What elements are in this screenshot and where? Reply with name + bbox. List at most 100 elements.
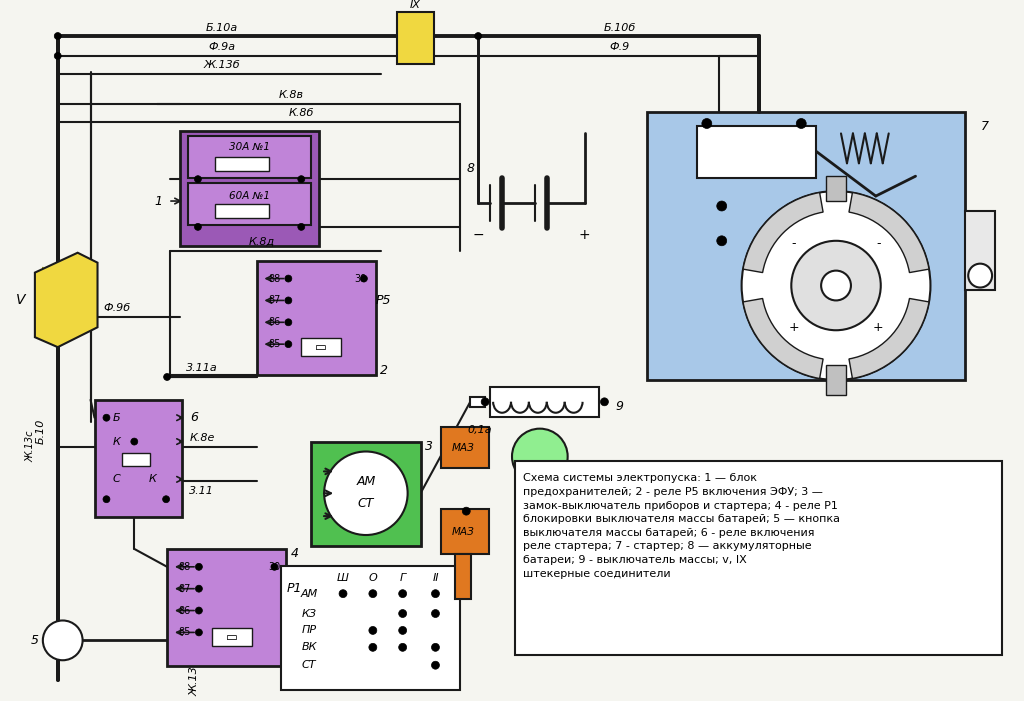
Bar [826, 365, 846, 395]
Circle shape [512, 428, 567, 484]
Text: 3: 3 [425, 440, 432, 453]
Text: Ф.9а: Ф.9а [208, 42, 236, 52]
Circle shape [196, 564, 203, 571]
Text: Б: Б [113, 413, 120, 423]
Circle shape [398, 610, 407, 618]
Circle shape [325, 451, 408, 535]
Wedge shape [743, 299, 823, 379]
Circle shape [701, 118, 712, 128]
Circle shape [195, 176, 202, 183]
Text: ▭: ▭ [226, 631, 238, 644]
Text: V: V [16, 294, 26, 308]
Text: +: + [579, 228, 591, 242]
Text: Ш: Ш [337, 573, 349, 583]
Bar [301, 338, 341, 356]
Text: Б.10а: Б.10а [206, 23, 238, 33]
Circle shape [369, 627, 377, 634]
Text: 85: 85 [179, 627, 191, 637]
Circle shape [43, 620, 83, 660]
Circle shape [195, 224, 202, 231]
Circle shape [717, 236, 727, 246]
Bar [122, 453, 151, 466]
Bar [470, 397, 485, 407]
Text: +: + [872, 321, 884, 334]
Text: 6: 6 [189, 411, 198, 424]
Circle shape [431, 644, 439, 651]
Text: АМ: АМ [356, 475, 376, 488]
Circle shape [54, 53, 61, 60]
Text: 60А №1: 60А №1 [229, 191, 270, 201]
Bar [282, 566, 461, 690]
Text: 7: 7 [981, 120, 989, 133]
Text: МАЗ: МАЗ [452, 527, 475, 537]
Text: IX: IX [411, 0, 421, 11]
Text: −: − [472, 228, 484, 242]
Circle shape [298, 176, 305, 183]
Text: СТ: СТ [302, 660, 316, 670]
Text: 88: 88 [179, 562, 191, 572]
Circle shape [360, 275, 368, 282]
Circle shape [54, 32, 61, 39]
Circle shape [717, 201, 727, 211]
Circle shape [431, 590, 439, 598]
Polygon shape [35, 253, 97, 347]
Text: 85: 85 [268, 339, 281, 349]
Circle shape [398, 627, 407, 634]
Circle shape [196, 629, 203, 636]
Bar [215, 204, 269, 218]
Text: -: - [792, 237, 796, 250]
Circle shape [164, 374, 171, 381]
Bar [441, 427, 489, 468]
Text: КЗ: КЗ [302, 608, 316, 618]
Text: К.8е: К.8е [189, 433, 215, 442]
Text: Б.10: Б.10 [36, 419, 46, 444]
Circle shape [285, 341, 292, 348]
Text: К: К [113, 437, 121, 447]
Circle shape [285, 275, 292, 282]
Circle shape [103, 414, 110, 421]
Text: Ж.13б: Ж.13б [204, 60, 240, 70]
Circle shape [475, 32, 481, 39]
Text: Ф.9б: Ф.9б [103, 304, 131, 313]
Wedge shape [849, 299, 929, 379]
Text: Б.10б: Б.10б [603, 23, 636, 33]
Bar [215, 157, 269, 171]
Text: К: К [148, 475, 156, 484]
Circle shape [285, 297, 292, 304]
Text: +: + [788, 321, 799, 334]
Circle shape [103, 496, 110, 503]
Text: 0,1а: 0,1а [468, 425, 493, 435]
Text: 3.11: 3.11 [189, 486, 214, 496]
Circle shape [969, 264, 992, 287]
Bar [180, 132, 319, 246]
Bar [456, 554, 471, 599]
Bar [441, 509, 489, 554]
Text: 30: 30 [354, 273, 367, 284]
Text: 30А №1: 30А №1 [229, 142, 270, 152]
Text: С: С [113, 475, 120, 484]
Text: ПР: ПР [302, 625, 316, 635]
Text: 1: 1 [155, 195, 162, 207]
Bar [257, 261, 376, 375]
Bar [94, 400, 182, 517]
Circle shape [398, 644, 407, 651]
Text: -: - [876, 237, 881, 250]
Bar [966, 211, 995, 290]
Circle shape [285, 319, 292, 326]
Text: Ж.13с: Ж.13с [26, 431, 36, 462]
Circle shape [481, 398, 489, 406]
Circle shape [163, 496, 170, 503]
Circle shape [821, 271, 851, 301]
Text: К.8в: К.8в [279, 90, 304, 100]
Circle shape [792, 241, 881, 330]
Text: 30: 30 [268, 562, 281, 572]
Text: 8: 8 [466, 162, 474, 175]
Text: К.8д: К.8д [249, 237, 274, 247]
Text: 87: 87 [268, 295, 281, 306]
Text: К.8б: К.8б [289, 107, 314, 118]
Text: АМ: АМ [301, 589, 317, 599]
Circle shape [797, 118, 806, 128]
Circle shape [741, 191, 931, 380]
Wedge shape [743, 193, 823, 273]
Text: 88: 88 [268, 273, 281, 284]
